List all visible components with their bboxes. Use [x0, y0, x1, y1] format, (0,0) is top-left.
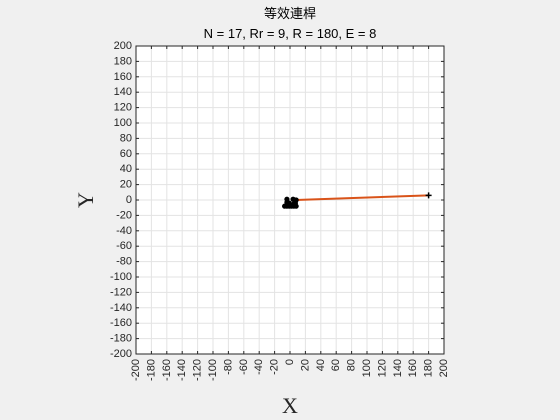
y-tick-label: 200: [114, 40, 132, 52]
y-tick-label: -120: [110, 286, 132, 298]
x-tick-label: -140: [176, 359, 188, 381]
data-point: [284, 196, 290, 202]
chart-subtitle: N = 17, Rr = 9, R = 180, E = 8: [204, 26, 377, 41]
chart-title: 等效連桿: [264, 6, 316, 22]
y-tick-label: 140: [114, 86, 132, 98]
y-tick-label: 120: [114, 102, 132, 114]
x-tick-label: 140: [392, 359, 404, 377]
x-tick-label: 80: [346, 359, 358, 371]
y-tick-label: -20: [116, 209, 132, 221]
y-tick-label: -60: [116, 240, 132, 252]
y-tick-label: -140: [110, 302, 132, 314]
data-point: [286, 200, 292, 206]
y-tick-label: -40: [116, 225, 132, 237]
y-tick-label: 160: [114, 71, 132, 83]
x-tick-label: 200: [438, 359, 450, 377]
y-axis-label: Y: [73, 192, 98, 208]
x-tick-label: -160: [161, 359, 173, 381]
x-tick-label: -120: [192, 359, 204, 381]
x-tick-label: 100: [361, 359, 373, 377]
x-tick-label: 180: [423, 359, 435, 377]
y-tick-label: 80: [120, 132, 132, 144]
tick-marks: [135, 45, 445, 355]
y-tick-labels: -200-180-160-140-120-100-80-60-40-200204…: [110, 40, 132, 360]
link-line: [296, 194, 429, 201]
x-tick-label: -200: [130, 359, 142, 381]
endpoint-marker: [425, 192, 432, 199]
x-tick-label: -40: [253, 359, 265, 375]
x-tick-label: -80: [222, 359, 234, 375]
x-tick-label: -100: [207, 359, 219, 381]
y-tick-label: -160: [110, 317, 132, 329]
x-tick-label: 60: [330, 359, 342, 371]
x-tick-label: -60: [238, 359, 250, 375]
y-tick-label: 60: [120, 148, 132, 160]
y-tick-label: -100: [110, 271, 132, 283]
x-tick-labels: -200 -180 -160 -140 -120 -100 -80 -60 -40 -20 0 20 4…: [130, 359, 450, 381]
x-axis-label: X: [282, 393, 298, 418]
y-tick-label: -200: [110, 348, 132, 360]
x-tick-label: 0: [284, 359, 296, 365]
x-tick-label: 20: [299, 359, 311, 371]
grid-lines: [135, 45, 445, 355]
x-tick-label: 160: [407, 359, 419, 377]
x-tick-label: -20: [269, 359, 281, 375]
y-tick-label: -180: [110, 333, 132, 345]
y-tick-label: 20: [120, 179, 132, 191]
x-tick-label: 40: [315, 359, 327, 371]
y-tick-label: 0: [126, 194, 132, 206]
x-tick-label: -180: [145, 359, 157, 381]
data-point: [293, 197, 299, 203]
y-tick-label: 40: [120, 163, 132, 175]
y-tick-label: 180: [114, 55, 132, 67]
data-marks: [282, 192, 432, 209]
y-tick-label: 100: [114, 117, 132, 129]
x-tick-label: 120: [376, 359, 388, 377]
y-tick-label: -80: [116, 256, 132, 268]
